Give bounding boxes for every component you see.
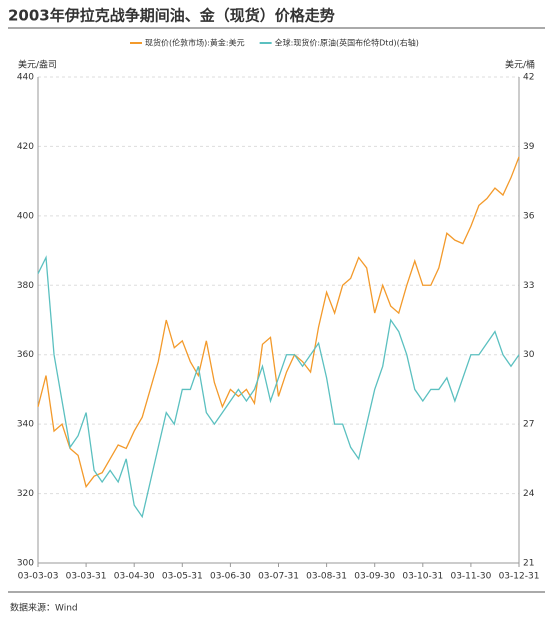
x-tick-label: 03-12-31 [499, 572, 540, 582]
y2-tick-label: 24 [523, 489, 535, 499]
x-tick-label: 03-08-31 [306, 572, 347, 582]
x-tick-label: 03-09-30 [354, 572, 395, 582]
y2-tick-label: 21 [523, 559, 534, 569]
x-tick-label: 03-03-31 [66, 572, 107, 582]
y2-tick-label: 42 [523, 73, 534, 83]
x-tick-label: 03-03-03 [18, 572, 59, 582]
series-line [37, 255, 520, 519]
x-tick-label: 03-07-31 [258, 572, 299, 582]
y2-axis-label: 美元/桶 [505, 59, 535, 71]
y-tick-label: 360 [17, 350, 34, 360]
y-tick-label: 380 [17, 281, 34, 291]
y-tick-label: 340 [17, 420, 34, 430]
x-tick-label: 03-05-31 [162, 572, 203, 582]
x-tick-label: 03-06-30 [210, 572, 251, 582]
chart-title: 2003年伊拉克战争期间油、金（现货）价格走势 [8, 7, 335, 25]
y2-tick-label: 39 [523, 142, 535, 152]
y2-tick-label: 33 [523, 281, 534, 291]
source-note: 数据来源：Wind [10, 602, 78, 614]
y-tick-label: 300 [17, 559, 34, 569]
series-line [37, 156, 520, 489]
x-tick-label: 03-04-30 [114, 572, 155, 582]
y2-tick-label: 36 [523, 211, 535, 221]
y-tick-label: 400 [17, 211, 34, 221]
legend-label: 全球:现货价:原油(英国布伦特Dtd)(右轴) [275, 38, 419, 48]
y-tick-label: 440 [17, 73, 34, 83]
x-tick-label: 03-11-30 [450, 572, 491, 582]
y2-tick-label: 27 [523, 420, 534, 430]
y-tick-label: 420 [17, 142, 34, 152]
y-axis-label: 美元/盎司 [18, 59, 57, 71]
legend-label: 现货价(伦敦市场):黄金:美元 [145, 38, 245, 48]
y-tick-label: 320 [17, 489, 34, 499]
x-tick-label: 03-10-31 [402, 572, 443, 582]
y2-tick-label: 30 [523, 350, 535, 360]
